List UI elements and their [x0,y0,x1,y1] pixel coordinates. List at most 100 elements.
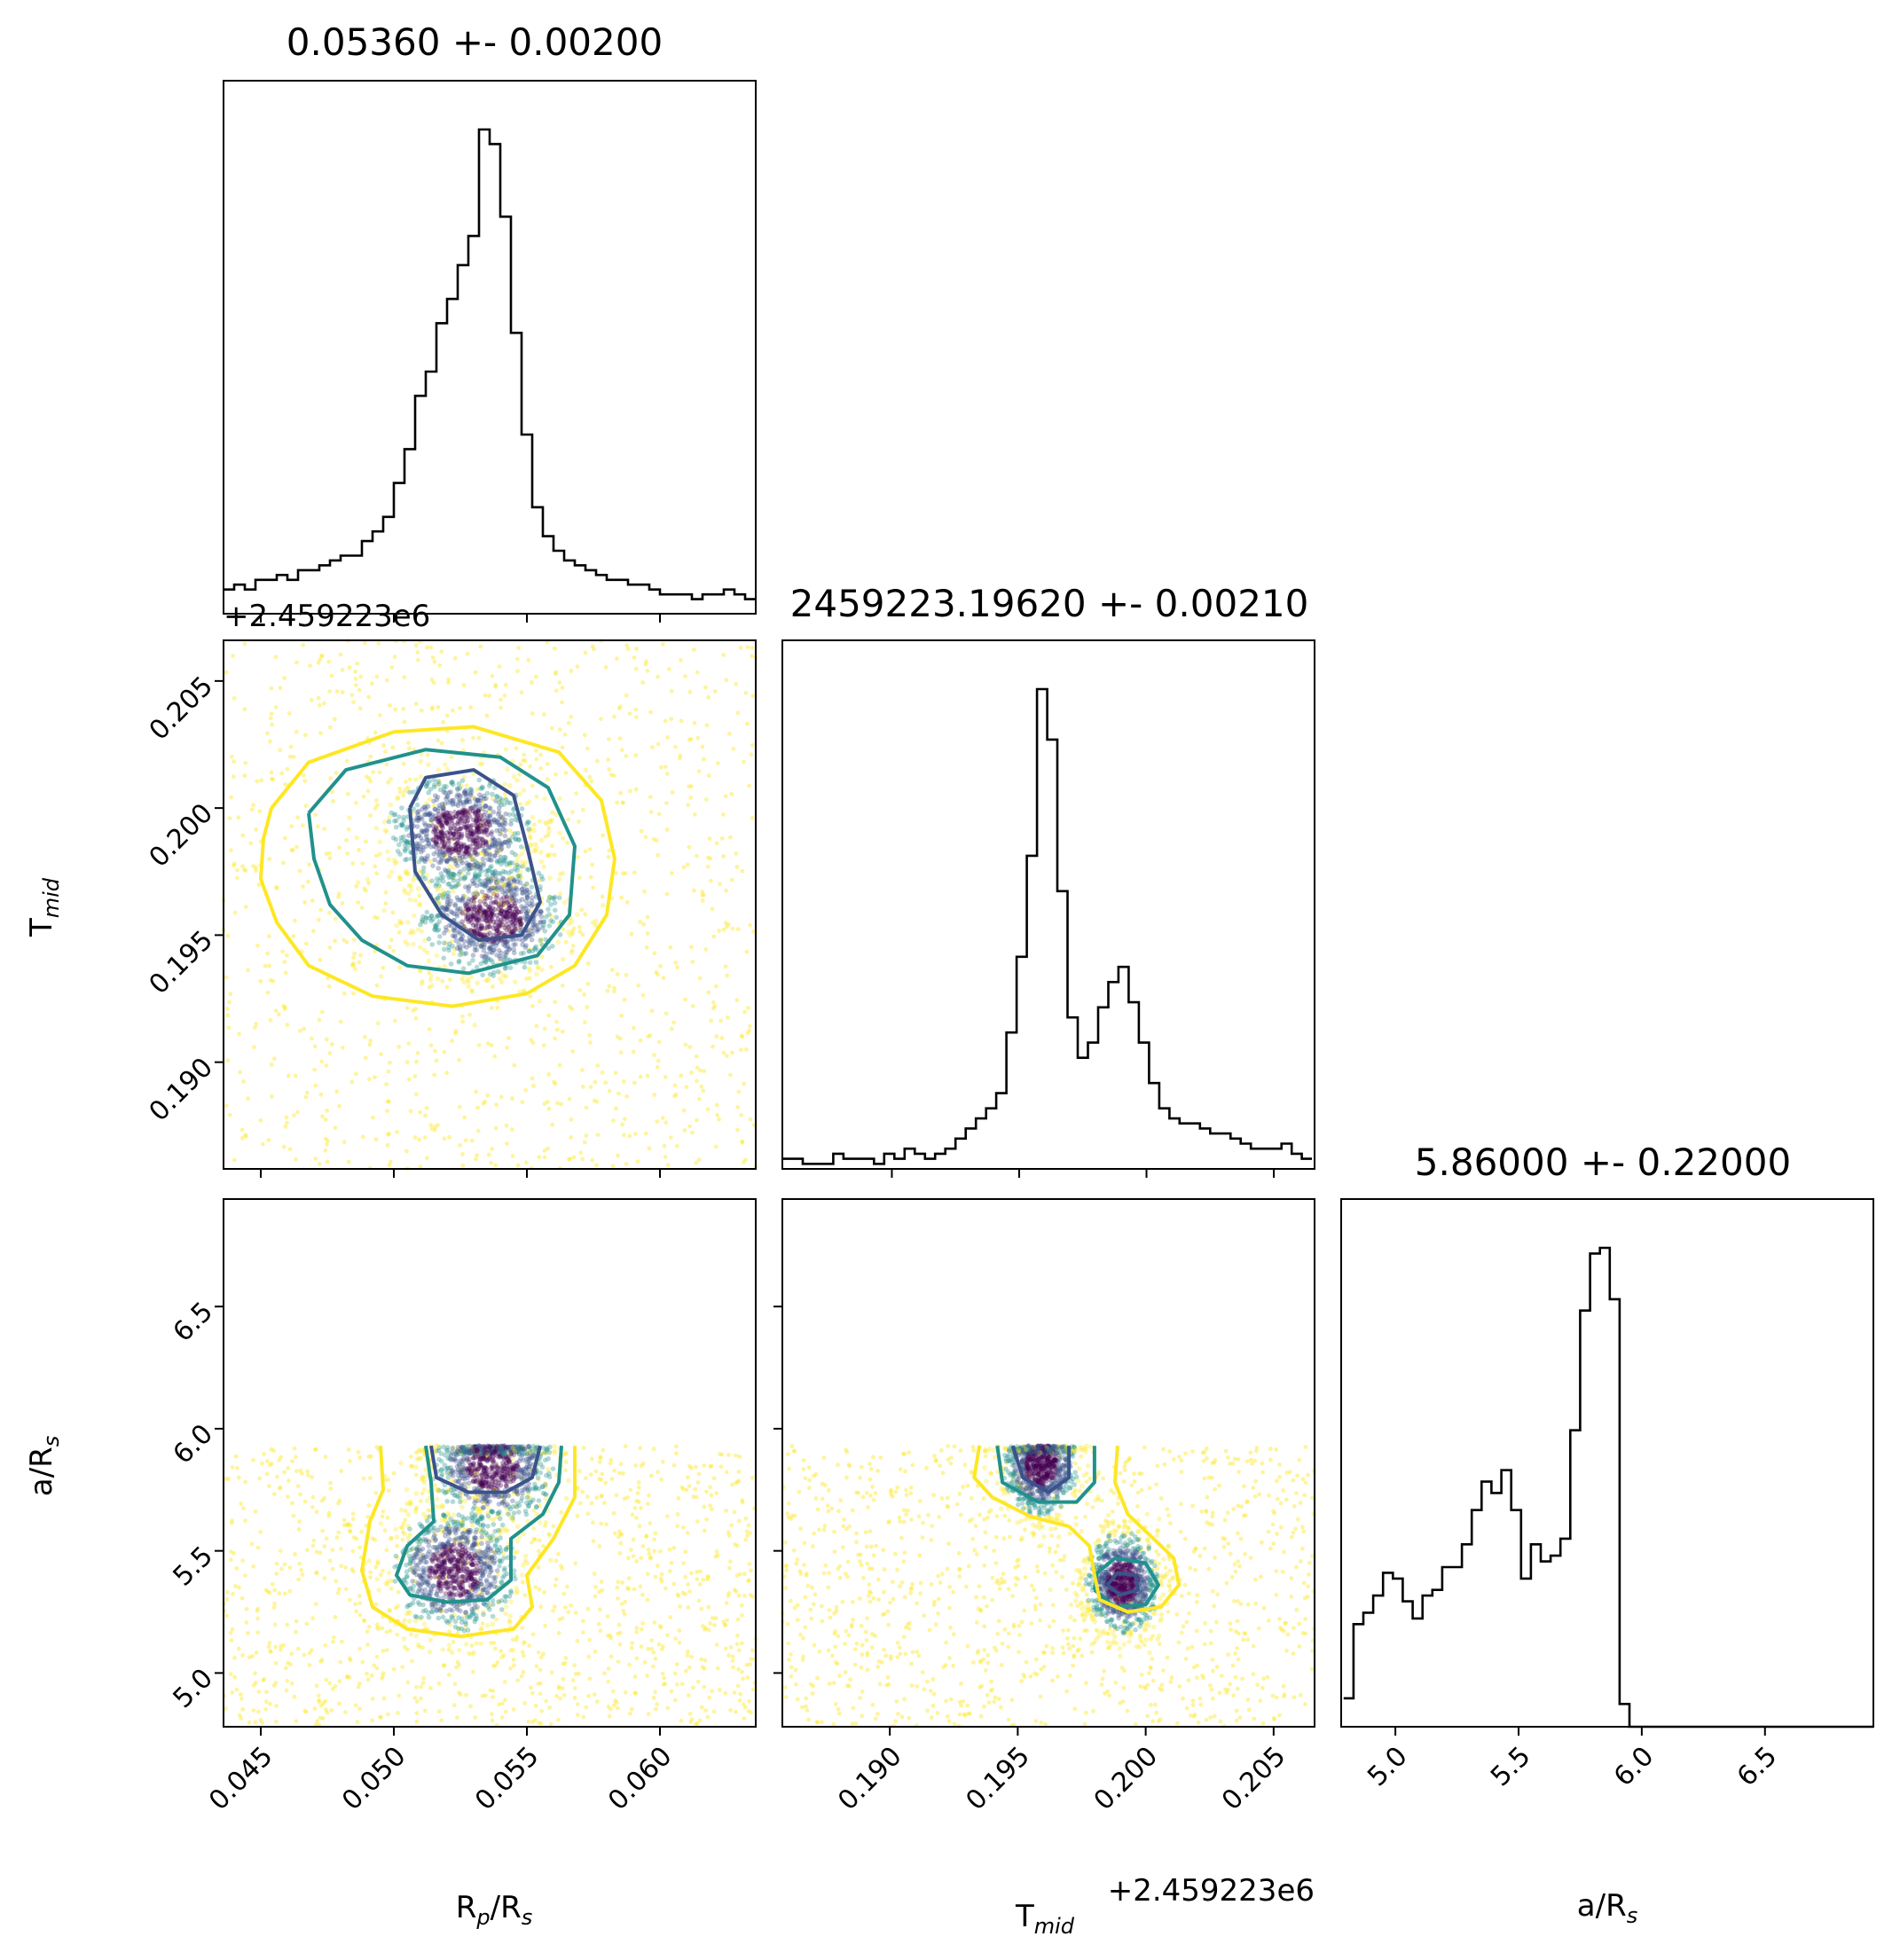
scatter-point [670,871,674,875]
scatter-point [369,1454,373,1459]
scatter-point [474,1089,478,1094]
scatter-point [499,979,505,985]
scatter-point [505,914,510,921]
scatter-point [507,863,512,868]
scatter-point [527,1643,531,1648]
scatter-point [444,984,450,990]
scatter-point [560,984,565,988]
scatter-point [701,757,706,762]
scatter-point [512,909,517,915]
scatter-point [486,1152,491,1157]
scatter-point [655,1064,660,1070]
scatter-point [419,929,425,934]
scatter-point [554,1019,559,1024]
scatter-point [501,899,507,905]
scatter-point [344,838,349,843]
scatter-point [446,947,451,953]
scatter-point [537,999,542,1004]
scatter-point [439,1471,445,1478]
scatter-point [681,865,687,870]
scatter-point [627,1133,632,1139]
scatter-point [456,960,462,965]
scatter-point [704,1489,709,1494]
scatter-point [645,914,650,920]
scatter-point [498,911,503,916]
scatter-point [526,948,531,954]
scatter-point [627,711,632,717]
scatter-point [286,1465,290,1470]
scatter-point [483,1450,489,1455]
scatter-point [640,1592,645,1597]
scatter-point [386,1570,392,1576]
scatter-point [723,1623,728,1627]
scatter-point [465,916,471,921]
scatter-point [494,1617,499,1622]
scatter-point [415,650,420,655]
scatter-point [534,757,539,762]
scatter-point [483,959,489,965]
scatter-point [247,1655,252,1659]
scatter-point [460,909,467,915]
scatter-point [623,1599,628,1604]
scatter-point [639,828,644,834]
scatter-point [232,1551,236,1556]
scatter-point [494,1102,499,1108]
scatter-point [732,1509,737,1515]
scatter-point [579,907,585,913]
scatter-point [549,914,554,919]
scatter-point [291,934,296,938]
scatter-point [714,984,718,989]
scatter-point [472,899,476,904]
scatter-point [329,1708,334,1713]
scatter-point [282,1591,287,1596]
scatter-point [424,1105,429,1110]
scatter-point [278,748,283,753]
scatter-point [502,939,508,945]
scatter-point [743,1157,748,1162]
scatter-point [251,1564,256,1569]
scatter-point [652,1548,657,1554]
scatter-point [428,918,435,924]
scatter-point [572,1663,577,1668]
scatter-point [527,1461,533,1467]
scatter-point [290,1501,294,1506]
scatter-point [519,921,524,927]
scatter-point [516,898,522,904]
scatter-point [631,1049,636,1054]
scatter-point [690,1685,695,1690]
scatter-point [477,824,483,829]
scatter-point [326,910,332,915]
scatter-point [582,733,587,738]
scatter-point [404,840,410,845]
scatter-point [460,966,467,971]
scatter-point [575,912,580,917]
scatter-point [585,1511,591,1517]
scatter-point [246,1096,250,1102]
scatter-point [477,860,483,866]
scatter-point [325,1159,330,1164]
scatter-point [489,911,495,917]
scatter-point [320,1528,325,1533]
scatter-point [357,1646,362,1651]
scatter-point [330,1548,335,1552]
scatter-point [580,807,585,812]
scatter-point [508,897,514,903]
scatter-point [432,1072,436,1078]
scatter-point [285,953,289,958]
scatter-point [378,1714,383,1720]
scatter-point [499,847,504,852]
scatter-point [511,774,517,780]
scatter-point [327,1681,333,1686]
scatter-point [548,1557,554,1563]
scatter-point [421,1486,428,1493]
scatter-point [251,1708,256,1713]
scatter-point [490,1712,494,1717]
scatter-point [231,654,235,658]
scatter-point [417,945,423,950]
scatter-point [481,944,487,950]
scatter-point [498,958,503,963]
scatter-point [647,1493,651,1498]
scatter-point [491,899,497,906]
scatter-point [455,897,461,903]
scatter-point [585,961,591,966]
